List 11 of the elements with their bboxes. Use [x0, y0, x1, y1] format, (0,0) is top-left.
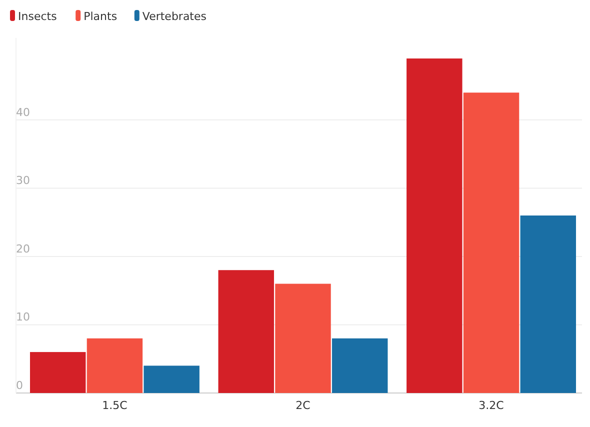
x-tick-label: 3.2C: [478, 399, 504, 412]
y-tick-label: 10: [16, 310, 30, 324]
y-tick-label: 30: [16, 174, 30, 188]
legend-label: Plants: [84, 10, 118, 23]
x-tick-label: 2C: [296, 399, 311, 412]
x-tick-label: 1.5C: [102, 399, 128, 412]
y-tick-label: 40: [16, 106, 30, 119]
y-tick-label: 0: [16, 379, 23, 392]
legend-label: Vertebrates: [142, 10, 207, 23]
legend-label: Insects: [18, 10, 58, 23]
y-tick-label: 20: [16, 242, 30, 256]
